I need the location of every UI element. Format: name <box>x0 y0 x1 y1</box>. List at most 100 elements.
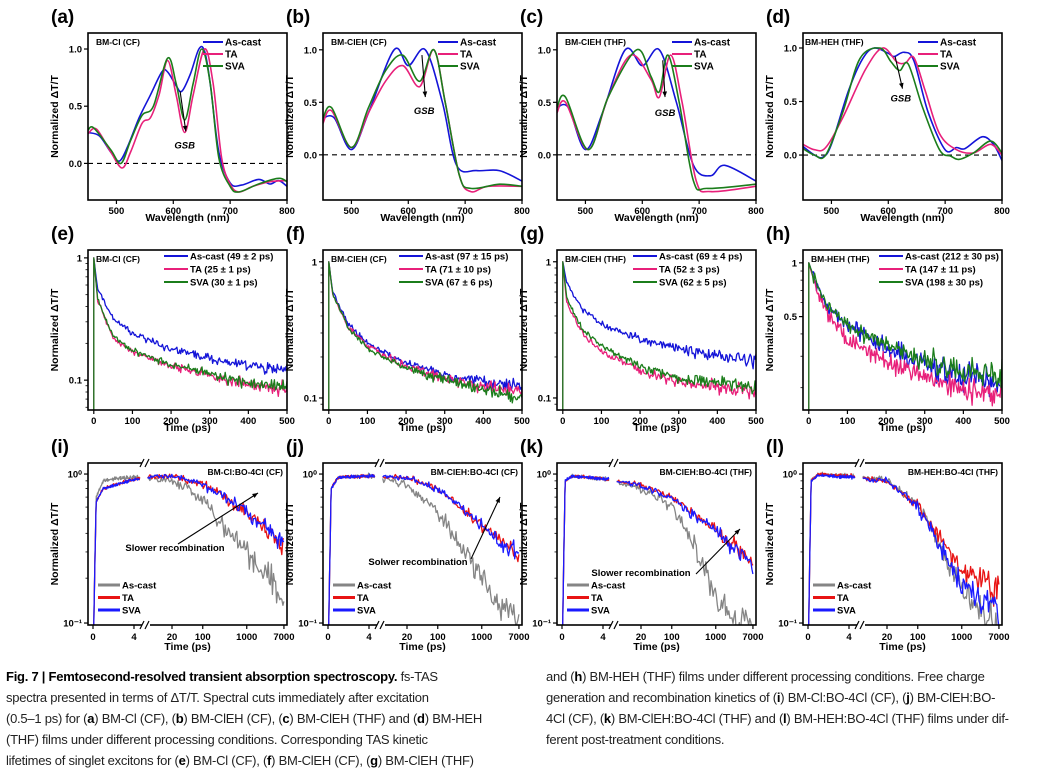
series-line-ta <box>562 261 756 410</box>
series-line-sva <box>808 262 1002 410</box>
sample-label: BM-ClEH (THF) <box>565 37 626 47</box>
legend-label: As-cast <box>591 581 626 592</box>
sample-label: BM-ClEH (CF) <box>331 37 387 47</box>
y-tick-label: 10⁻¹ <box>63 619 82 630</box>
panel-h: (h) Normalized ΔT/T Time (ps) 0 100 200 300 400… <box>764 224 1010 434</box>
x-tick-label: 7000 <box>742 632 763 643</box>
y-tick-label: 1.0 <box>784 43 797 54</box>
y-tick-label: 1 <box>77 253 83 264</box>
y-tick-label: 1 <box>792 258 798 269</box>
series-line-as-cast <box>562 261 756 410</box>
legend-label: SVA (67 ± 6 ps) <box>425 278 493 289</box>
panel-letter: (i) <box>51 437 69 458</box>
axis-break-gap <box>857 461 865 465</box>
axis-break-mark <box>608 620 614 630</box>
panel-l: (l) Normalized ΔT/T Time (ps) 0 4 20 100 1000 70… <box>764 437 1010 653</box>
caption-bold-text: a <box>87 711 95 726</box>
arrow-head-icon <box>422 91 428 98</box>
y-axis-label: Normalized ΔT/T <box>284 75 296 158</box>
x-tick-label: 200 <box>398 416 414 427</box>
series-line-ta <box>808 262 1002 410</box>
legend-label: As-cast (212 ± 30 ps) <box>905 252 999 263</box>
panel-letter: (l) <box>766 437 784 458</box>
recombination-annotation: Slower recombination <box>125 543 224 554</box>
y-axis-label: Normalized ΔT/T <box>49 75 61 158</box>
sample-label: BM-Cl (CF) <box>96 37 140 47</box>
legend-label: TA <box>460 50 473 61</box>
caption-text: ) BM-Cl (CF), ( <box>94 711 176 726</box>
caption-text: ferent post-treatment conditions. <box>546 732 725 747</box>
axis-break-gap <box>857 623 865 627</box>
axis-break-gap <box>142 623 150 627</box>
x-tick-label: 4 <box>131 632 137 643</box>
recombination-annotation: Slower recombination <box>591 568 690 579</box>
x-tick-label: 600 <box>400 206 416 217</box>
caption-bold-text: Fig. 7 | Femtosecond-resolved transient … <box>6 669 398 684</box>
x-tick-label: 1000 <box>236 632 257 643</box>
x-tick-label: 400 <box>709 416 725 427</box>
arrow-head-icon <box>898 82 904 89</box>
x-axis-label: Wavelength (nm) <box>860 212 944 224</box>
axis-break-gap <box>611 623 619 627</box>
x-tick-label: 0 <box>90 632 95 643</box>
axis-break-mark <box>139 620 145 630</box>
y-tick-label: 1.0 <box>69 45 82 56</box>
x-tick-label: 0 <box>326 416 331 427</box>
caption-line: Fig. 7 | Femtosecond-resolved transient … <box>6 666 482 687</box>
series-line-sva <box>557 48 756 191</box>
legend-label: SVA <box>591 606 610 617</box>
series-line-as-cast <box>323 47 522 182</box>
caption-bold-text: g <box>370 753 378 768</box>
series-line-sva <box>803 47 1002 161</box>
legend-label: As-cast <box>460 38 497 49</box>
x-tick-label: 0 <box>805 632 810 643</box>
y-axis-label: Normalized ΔT/T <box>284 502 296 585</box>
panel-letter: (d) <box>766 7 790 28</box>
axis-break-gap <box>142 461 150 465</box>
legend-label: TA <box>225 50 238 61</box>
y-axis-label: Normalized ΔT/T <box>49 288 61 371</box>
annotation-arrow <box>177 492 259 545</box>
legend-label: SVA <box>225 62 245 73</box>
x-tick-label: 500 <box>823 206 839 217</box>
panel-b: (b) Normalized ΔT/T Wavelength (nm) 500 600 7… <box>284 7 530 224</box>
y-axis-label: Normalized ΔT/T <box>49 502 61 585</box>
x-tick-label: 800 <box>279 206 295 217</box>
caption-text: ) BM-ClEH (CF), ( <box>183 711 283 726</box>
legend-label: As-cast <box>694 38 731 49</box>
legend-label: TA <box>122 593 134 604</box>
panel-g: (g) Normalized ΔT/T Time (ps) 0 100 200 300 400… <box>518 224 764 434</box>
x-tick-label: 700 <box>937 206 953 217</box>
series-line-as-cast <box>93 257 287 410</box>
caption-text: ) BM-ClEH (THF) <box>377 753 474 768</box>
panel-j: (j) Normalized ΔT/T Time (ps) 0 4 20 100 1000 70… <box>284 437 530 653</box>
x-tick-label: 20 <box>636 632 647 643</box>
caption-bold-text: c <box>282 711 290 726</box>
x-tick-label: 4 <box>366 632 372 643</box>
plot-frame <box>322 462 523 626</box>
x-tick-label: 1000 <box>471 632 492 643</box>
y-axis-label: Normalized ΔT/T <box>284 288 296 371</box>
axis-break-mark <box>379 620 385 630</box>
caption-bold-text: h <box>574 669 583 684</box>
y-axis-label: Normalized ΔT/T <box>518 502 530 585</box>
plot-frame <box>87 249 288 411</box>
x-tick-label: 400 <box>475 416 491 427</box>
figure-caption-left-column: Fig. 7 | Femtosecond-resolved transient … <box>6 666 482 771</box>
plot-frame <box>556 32 757 201</box>
y-tick-label: 10⁰ <box>303 470 318 481</box>
panel-i: (i) Normalized ΔT/T Time (ps) 0 4 20 100 1000 70… <box>49 437 295 653</box>
gsb-annotation: GSB <box>890 94 911 105</box>
axis-break-mark <box>613 458 619 468</box>
y-tick-label: 0.5 <box>784 312 798 323</box>
legend-label: TA (25 ± 1 ps) <box>190 265 251 276</box>
x-tick-label: 500 <box>577 206 593 217</box>
legend-label: SVA <box>357 606 376 617</box>
x-tick-label: 300 <box>202 416 218 427</box>
arrow-head-icon <box>182 125 188 132</box>
x-tick-label: 7000 <box>273 632 294 643</box>
plot-frame <box>322 249 523 411</box>
caption-line: ferent post-treatment conditions. <box>546 729 1009 750</box>
axis-break-mark <box>859 458 865 468</box>
panel-a: (a) Normalized ΔT/T Wavelength (nm) 500 600 7… <box>49 7 295 224</box>
